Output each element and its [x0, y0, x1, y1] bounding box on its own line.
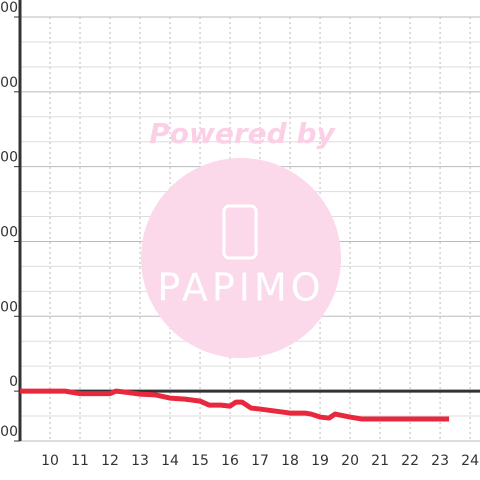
- x-tick-label: 15: [191, 453, 209, 469]
- x-tick-label: 22: [401, 453, 419, 469]
- y-tick-label: 30,000: [0, 299, 18, 315]
- watermark: Powered by PAPIMO: [141, 117, 341, 358]
- watermark-text: Powered by: [149, 117, 336, 150]
- x-tick-label: 17: [251, 453, 269, 469]
- y-tick-label: 150,000: [0, 0, 18, 16]
- x-tick-label: 24: [461, 453, 479, 469]
- x-tick-label: 13: [131, 453, 149, 469]
- x-tick-label: 11: [71, 453, 89, 469]
- y-tick-label: 90,000: [0, 150, 18, 166]
- x-tick-label: 16: [221, 453, 239, 469]
- x-tick-label: 14: [161, 453, 179, 469]
- x-tick-label: 23: [431, 453, 449, 469]
- line-series: [20, 388, 450, 422]
- y-tick-label: -20,000: [0, 424, 18, 440]
- y-tick-label: 0: [9, 374, 18, 390]
- x-tick-label: 18: [281, 453, 299, 469]
- x-tick-label: 10: [41, 453, 59, 469]
- plot: -20,000 0 30,000 60,000 90,000 120,000 150,000…: [0, 0, 480, 469]
- x-tick-label: 19: [311, 453, 329, 469]
- y-tick-label: 120,000: [0, 75, 18, 91]
- watermark-logo: PAPIMO: [157, 266, 324, 310]
- phone-icon: [222, 204, 258, 260]
- x-tick-label: 21: [371, 453, 389, 469]
- x-tick-label: 20: [341, 453, 359, 469]
- x-tick-label: 12: [101, 453, 119, 469]
- y-tick-label: 60,000: [0, 224, 18, 240]
